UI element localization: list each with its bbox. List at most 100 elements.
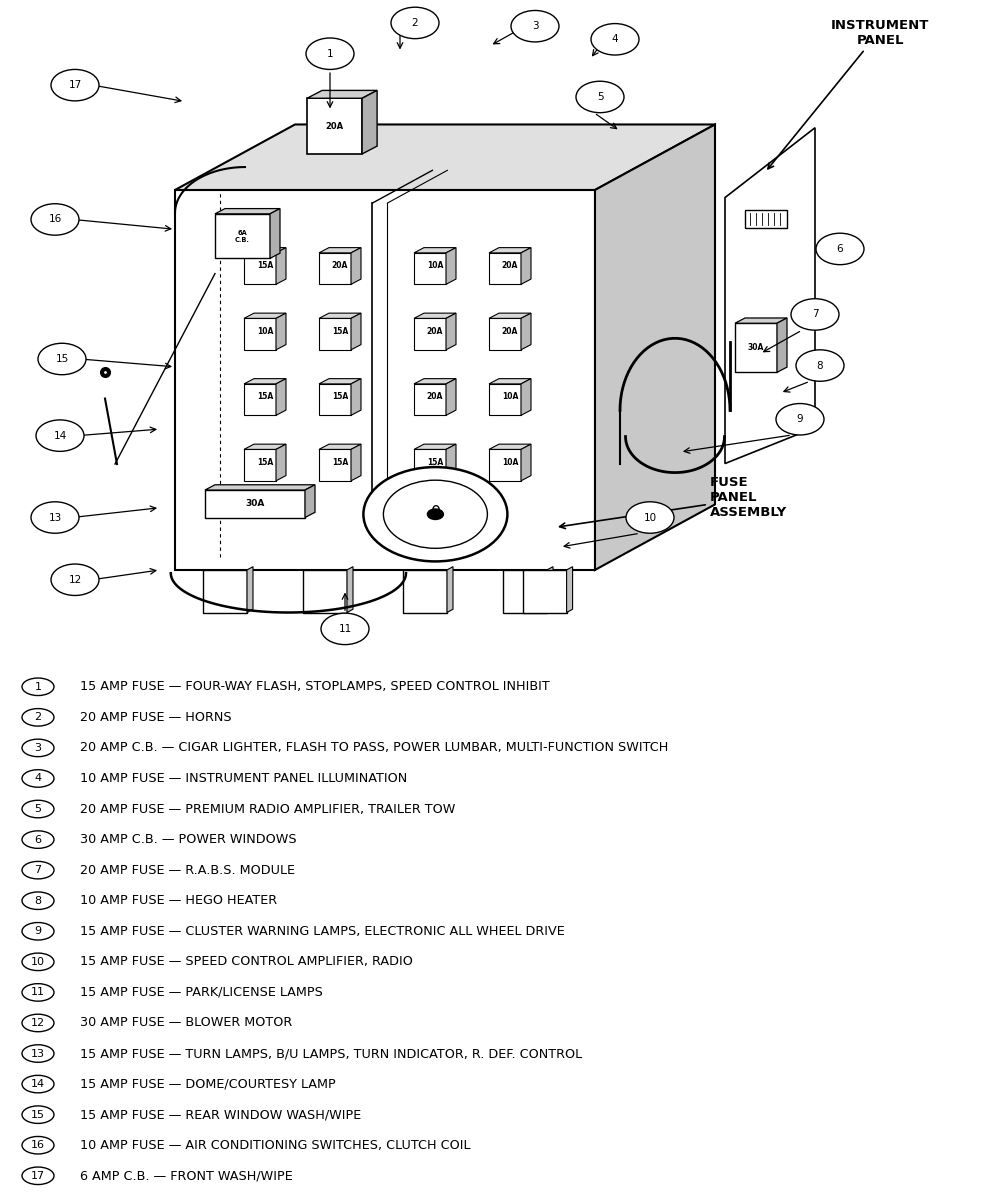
Text: 6: 6 xyxy=(837,244,843,254)
Polygon shape xyxy=(244,248,286,252)
Polygon shape xyxy=(414,248,456,252)
Text: 4: 4 xyxy=(612,35,618,44)
Polygon shape xyxy=(414,445,456,450)
Polygon shape xyxy=(319,248,361,252)
Text: 13: 13 xyxy=(48,512,62,523)
Polygon shape xyxy=(276,248,286,285)
Polygon shape xyxy=(351,379,361,416)
Text: 6A
C.B.: 6A C.B. xyxy=(235,230,250,243)
Text: 20A: 20A xyxy=(427,393,443,401)
Polygon shape xyxy=(521,445,531,481)
Polygon shape xyxy=(414,314,456,319)
Circle shape xyxy=(22,1045,54,1063)
Text: 15 AMP FUSE — REAR WINDOW WASH/WIPE: 15 AMP FUSE — REAR WINDOW WASH/WIPE xyxy=(80,1108,361,1121)
Text: θ: θ xyxy=(430,505,440,523)
Polygon shape xyxy=(203,570,247,613)
Text: 6: 6 xyxy=(34,834,42,845)
Polygon shape xyxy=(725,127,815,464)
Polygon shape xyxy=(521,379,531,416)
Text: 14: 14 xyxy=(53,430,67,441)
Polygon shape xyxy=(735,323,777,373)
Polygon shape xyxy=(276,379,286,416)
Circle shape xyxy=(427,508,443,519)
Text: 15A: 15A xyxy=(257,262,273,270)
Polygon shape xyxy=(307,90,377,99)
Text: 5: 5 xyxy=(597,93,603,102)
Circle shape xyxy=(591,24,639,55)
Polygon shape xyxy=(276,445,286,481)
Polygon shape xyxy=(489,383,521,416)
Polygon shape xyxy=(489,445,531,450)
Text: 14: 14 xyxy=(31,1079,45,1089)
Polygon shape xyxy=(595,125,715,570)
Text: 20 AMP C.B. — CIGAR LIGHTER, FLASH TO PASS, POWER LUMBAR, MULTI-FUNCTION SWITCH: 20 AMP C.B. — CIGAR LIGHTER, FLASH TO PA… xyxy=(80,742,668,755)
Text: 10 AMP FUSE — INSTRUMENT PANEL ILLUMINATION: 10 AMP FUSE — INSTRUMENT PANEL ILLUMINAT… xyxy=(80,772,407,785)
Polygon shape xyxy=(244,445,286,450)
Text: 20A: 20A xyxy=(502,262,518,270)
Polygon shape xyxy=(244,319,276,350)
Text: 11: 11 xyxy=(31,987,45,998)
Polygon shape xyxy=(319,319,351,350)
Text: 4: 4 xyxy=(34,773,42,784)
Text: 10A: 10A xyxy=(257,327,273,337)
Text: 15 AMP FUSE — CLUSTER WARNING LAMPS, ELECTRONIC ALL WHEEL DRIVE: 15 AMP FUSE — CLUSTER WARNING LAMPS, ELE… xyxy=(80,924,565,938)
Text: 5: 5 xyxy=(34,804,42,814)
Text: 20A: 20A xyxy=(326,121,344,131)
Polygon shape xyxy=(351,248,361,285)
Circle shape xyxy=(776,404,824,435)
Polygon shape xyxy=(205,490,305,518)
Polygon shape xyxy=(319,379,361,383)
Text: 30A: 30A xyxy=(748,344,764,352)
Polygon shape xyxy=(307,99,362,154)
Circle shape xyxy=(22,1136,54,1154)
Polygon shape xyxy=(175,125,715,190)
Polygon shape xyxy=(319,383,351,416)
Text: 20A: 20A xyxy=(502,327,518,337)
Polygon shape xyxy=(489,450,521,481)
Polygon shape xyxy=(489,248,531,252)
Text: 15 AMP FUSE — PARK/LICENSE LAMPS: 15 AMP FUSE — PARK/LICENSE LAMPS xyxy=(80,986,323,999)
Text: 15: 15 xyxy=(31,1109,45,1119)
Text: 15A: 15A xyxy=(257,393,273,401)
Circle shape xyxy=(22,892,54,910)
Polygon shape xyxy=(414,252,446,285)
Circle shape xyxy=(22,953,54,970)
Text: 10A: 10A xyxy=(502,393,518,401)
Polygon shape xyxy=(547,566,553,613)
Circle shape xyxy=(51,564,99,595)
Polygon shape xyxy=(414,450,446,481)
Text: 7: 7 xyxy=(34,865,42,875)
Polygon shape xyxy=(276,314,286,350)
Text: 2: 2 xyxy=(34,713,42,722)
Text: 15A: 15A xyxy=(427,458,443,468)
Text: 13: 13 xyxy=(31,1048,45,1059)
Circle shape xyxy=(22,678,54,696)
Text: 20 AMP FUSE — R.A.B.S. MODULE: 20 AMP FUSE — R.A.B.S. MODULE xyxy=(80,864,295,876)
Text: 2: 2 xyxy=(412,18,418,28)
Text: 15A: 15A xyxy=(332,327,348,337)
Polygon shape xyxy=(351,445,361,481)
Circle shape xyxy=(51,70,99,101)
Polygon shape xyxy=(489,314,531,319)
Polygon shape xyxy=(319,445,361,450)
Polygon shape xyxy=(305,484,315,518)
Text: 15 AMP FUSE — FOUR-WAY FLASH, STOPLAMPS, SPEED CONTROL INHIBIT: 15 AMP FUSE — FOUR-WAY FLASH, STOPLAMPS,… xyxy=(80,680,550,694)
Polygon shape xyxy=(403,570,447,613)
Text: 20 AMP FUSE — HORNS: 20 AMP FUSE — HORNS xyxy=(80,710,232,724)
Circle shape xyxy=(22,739,54,756)
Circle shape xyxy=(38,344,86,375)
Bar xyxy=(745,209,787,228)
Text: 3: 3 xyxy=(34,743,42,752)
Text: 12: 12 xyxy=(68,575,82,584)
Polygon shape xyxy=(244,314,286,319)
Polygon shape xyxy=(735,319,787,323)
Polygon shape xyxy=(347,566,353,613)
Text: 30A: 30A xyxy=(245,499,265,508)
Circle shape xyxy=(22,1076,54,1093)
Polygon shape xyxy=(319,450,351,481)
Polygon shape xyxy=(244,252,276,285)
Polygon shape xyxy=(414,379,456,383)
Polygon shape xyxy=(489,319,521,350)
Polygon shape xyxy=(446,314,456,350)
Polygon shape xyxy=(319,252,351,285)
